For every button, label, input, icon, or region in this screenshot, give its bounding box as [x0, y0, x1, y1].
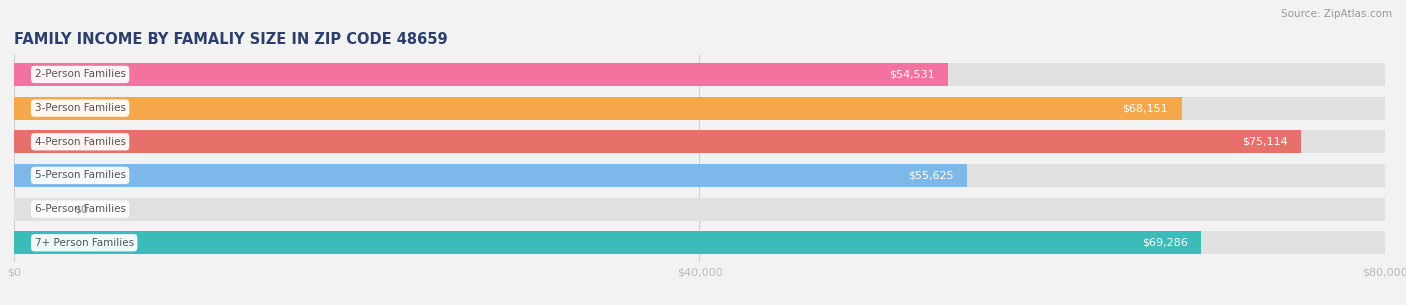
Text: $55,625: $55,625 — [908, 170, 953, 181]
Bar — [14, 164, 1385, 187]
Text: 6-Person Families: 6-Person Families — [35, 204, 125, 214]
Text: 3-Person Families: 3-Person Families — [35, 103, 125, 113]
Text: $0: $0 — [75, 204, 89, 214]
Bar — [14, 63, 949, 86]
Bar — [14, 130, 1301, 153]
Bar — [14, 231, 1385, 254]
Bar — [14, 198, 1385, 221]
Text: $54,531: $54,531 — [889, 70, 935, 79]
Text: 2-Person Families: 2-Person Families — [35, 70, 125, 79]
Bar — [14, 97, 1385, 120]
Bar — [14, 97, 1182, 120]
Text: $68,151: $68,151 — [1122, 103, 1168, 113]
Bar — [14, 63, 1385, 86]
Bar — [14, 130, 1385, 153]
Text: 4-Person Families: 4-Person Families — [35, 137, 125, 147]
Text: $75,114: $75,114 — [1241, 137, 1288, 147]
Text: $69,286: $69,286 — [1142, 238, 1188, 248]
Text: Source: ZipAtlas.com: Source: ZipAtlas.com — [1281, 9, 1392, 19]
Text: 7+ Person Families: 7+ Person Families — [35, 238, 134, 248]
Text: FAMILY INCOME BY FAMALIY SIZE IN ZIP CODE 48659: FAMILY INCOME BY FAMALIY SIZE IN ZIP COD… — [14, 32, 447, 47]
Text: 5-Person Families: 5-Person Families — [35, 170, 125, 181]
Bar — [14, 164, 967, 187]
Bar — [14, 231, 1201, 254]
